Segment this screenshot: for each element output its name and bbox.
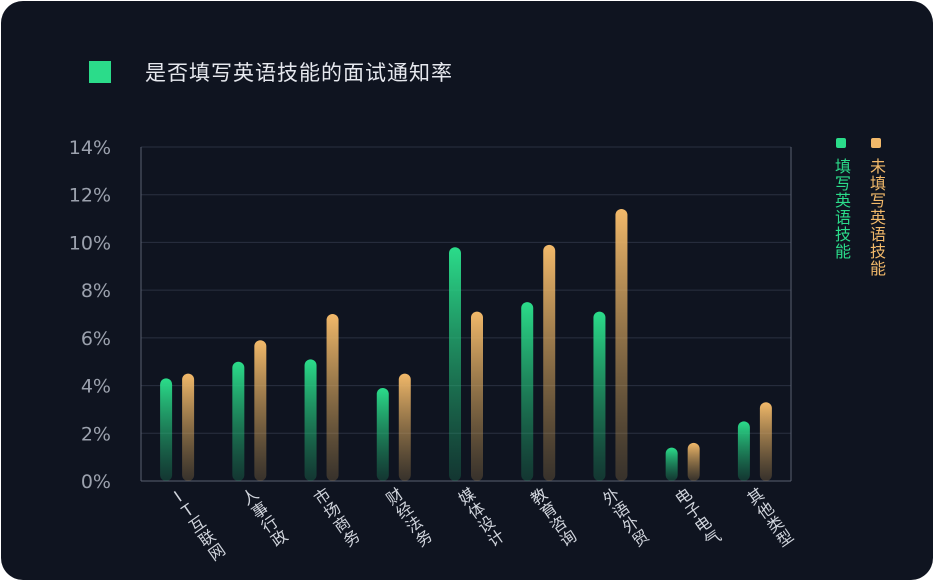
legend-label-series-1: 填写英语技能 <box>832 158 851 260</box>
y-tick-label: 2% <box>81 423 111 445</box>
y-tick-label: 12% <box>69 185 111 207</box>
y-tick-label: 14% <box>69 137 111 159</box>
y-tick-label: 8% <box>81 280 111 302</box>
bar-series-2[interactable] <box>687 442 700 481</box>
bar-series-1[interactable] <box>593 311 606 481</box>
y-tick-label: 4% <box>81 376 111 398</box>
svg-text:媒体设计: 媒体设计 <box>455 484 508 551</box>
bar-series-2[interactable] <box>615 209 628 481</box>
bar-series-1[interactable] <box>160 378 173 481</box>
x-tick-label: 市场商务 <box>310 484 363 551</box>
y-tick-label: 6% <box>81 328 111 350</box>
bar-series-2[interactable] <box>254 340 267 481</box>
svg-text:市场商务: 市场商务 <box>310 484 363 551</box>
legend-item-series-1[interactable]: 填写英语技能 <box>831 138 851 260</box>
x-tick-label: 人事行政 <box>238 484 291 551</box>
bar-series-2[interactable] <box>471 311 483 481</box>
svg-text:外语外贸: 外语外贸 <box>599 484 652 551</box>
bar-series-1[interactable] <box>304 359 317 481</box>
legend-swatch-series-2 <box>871 138 881 148</box>
svg-text:人事行政: 人事行政 <box>238 484 291 551</box>
bar-series-1[interactable] <box>665 447 678 481</box>
legend-swatch-series-1 <box>836 138 846 148</box>
chart-title-row: 是否填写英语技能的面试通知率 <box>89 57 453 87</box>
x-tick-label: 其他类型 <box>744 484 797 551</box>
bar-series-1[interactable] <box>521 302 534 481</box>
bar-series-1[interactable] <box>449 247 461 481</box>
bar-series-1[interactable] <box>232 361 245 481</box>
x-tick-label: 外语外贸 <box>599 484 652 551</box>
bar-series-2[interactable] <box>543 244 556 481</box>
svg-text:IT互联网: IT互联网 <box>166 484 229 564</box>
x-tick-label: IT互联网 <box>166 484 229 564</box>
legend-item-series-2[interactable]: 未填写英语技能 <box>866 138 886 277</box>
grid-lines <box>140 146 792 482</box>
bars <box>160 209 772 481</box>
bar-series-2[interactable] <box>759 402 772 481</box>
bar-series-1[interactable] <box>737 421 750 481</box>
bar-series-2[interactable] <box>182 373 195 481</box>
title-legend-swatch <box>89 61 111 83</box>
x-tick-label: 教育咨询 <box>527 484 580 551</box>
y-tick-label: 10% <box>69 232 111 254</box>
svg-text:电子电气: 电子电气 <box>672 484 725 551</box>
bar-series-1[interactable] <box>376 387 389 481</box>
svg-text:财经法务: 财经法务 <box>383 484 436 551</box>
bar-series-2[interactable] <box>326 314 339 481</box>
bar-series-2[interactable] <box>398 373 411 481</box>
x-tick-label: 电子电气 <box>672 484 725 551</box>
x-tick-label: 财经法务 <box>383 484 436 551</box>
chart-title: 是否填写英语技能的面试通知率 <box>145 61 453 85</box>
legend-label-series-2: 未填写英语技能 <box>867 158 886 277</box>
y-axis-ticks: 0% 2% 4% 6% 8% 10% 12% 14% <box>69 137 111 493</box>
y-tick-label: 0% <box>81 471 111 493</box>
svg-text:其他类型: 其他类型 <box>744 484 797 551</box>
svg-text:教育咨询: 教育咨询 <box>527 484 580 551</box>
x-tick-label: 媒体设计 <box>455 484 508 551</box>
